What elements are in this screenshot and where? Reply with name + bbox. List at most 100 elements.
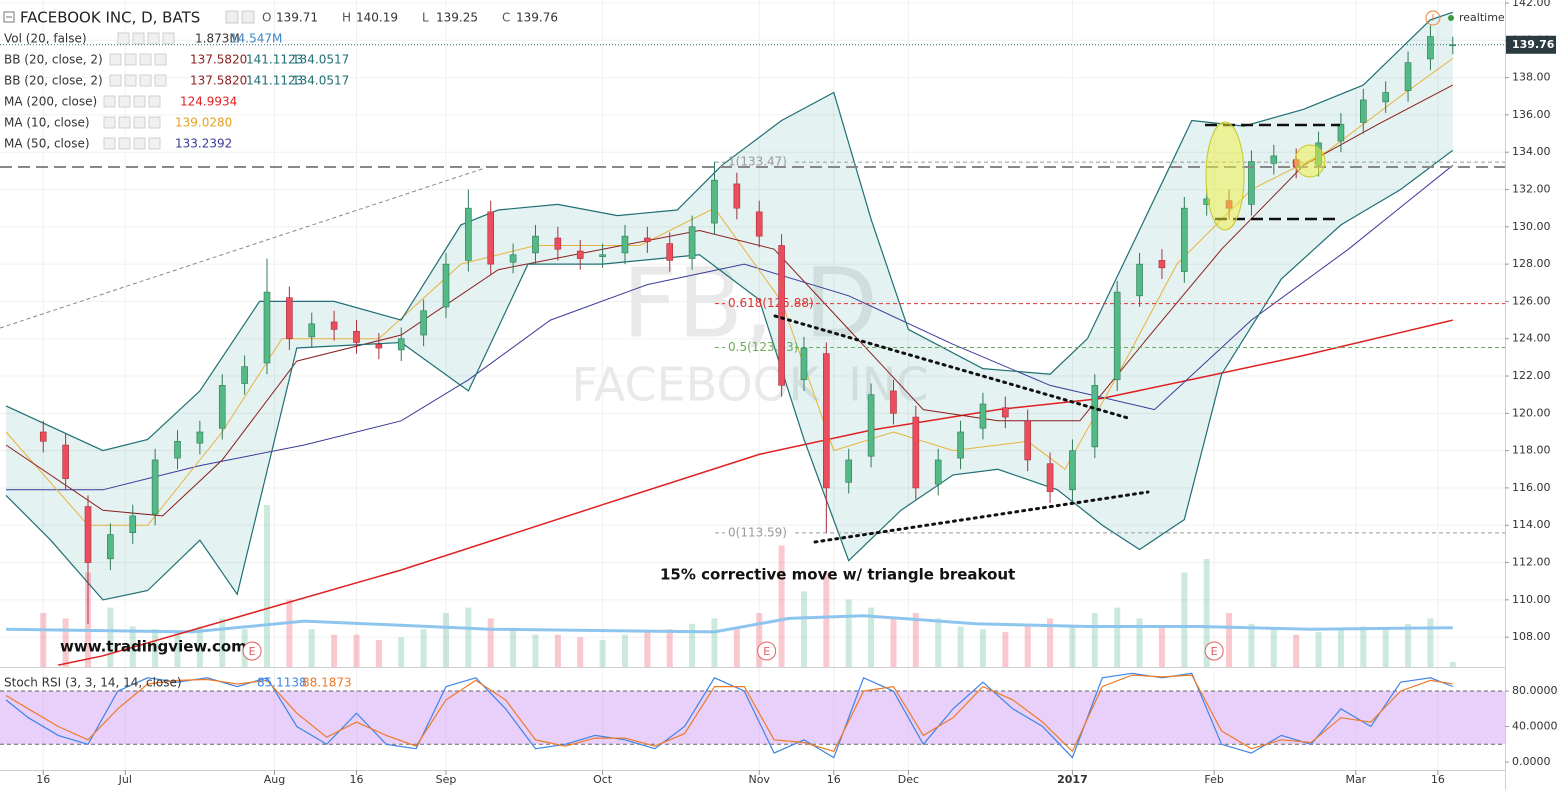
volume-bar xyxy=(1337,629,1344,667)
x-tick-label: 16 xyxy=(1431,773,1445,786)
volume-bar xyxy=(375,640,382,667)
settings-icon[interactable] xyxy=(225,10,239,24)
candle-body xyxy=(845,459,853,483)
earnings-label: E xyxy=(249,645,256,658)
candle-body xyxy=(599,254,606,257)
legend-icon xyxy=(103,137,116,150)
volume-bar xyxy=(196,626,203,667)
close-icon[interactable] xyxy=(241,10,255,24)
collapse-icon[interactable] xyxy=(3,11,15,23)
candle-body xyxy=(755,211,763,237)
legend-icon xyxy=(154,53,167,66)
symbol-title: FACEBOOK INC, D, BATS xyxy=(20,9,200,27)
candle-body xyxy=(823,353,830,489)
warning-icon[interactable] xyxy=(1425,10,1441,26)
volume-bar xyxy=(465,607,472,667)
candle-body xyxy=(353,330,360,343)
x-tick-label: Feb xyxy=(1204,773,1223,786)
candle-body xyxy=(1427,36,1434,60)
candle-body xyxy=(1136,263,1143,297)
y-tick-label: 80.0000 xyxy=(1512,684,1557,697)
legend-icon xyxy=(109,74,122,87)
x-tick-label: Jul xyxy=(118,773,132,786)
volume-bar xyxy=(420,629,427,667)
y-tick-label: 110.00 xyxy=(1512,593,1551,606)
candle-body xyxy=(554,237,562,250)
legend-icon xyxy=(154,74,167,87)
y-tick-label: 134.00 xyxy=(1512,145,1551,158)
realtime-label: realtime xyxy=(1459,11,1505,24)
x-tick-label: 16 xyxy=(827,773,841,786)
header: FACEBOOK INC, D, BATS O 139.71 H 140.19 L 139… xyxy=(3,9,558,151)
legend-value: 137.5820 xyxy=(190,53,247,67)
x-tick-label: 16 xyxy=(349,773,363,786)
volume-bar xyxy=(1248,623,1255,667)
candle-body xyxy=(1113,291,1121,381)
ohlc-value: 140.19 xyxy=(356,11,398,25)
candle-body xyxy=(129,515,137,534)
indicator-line xyxy=(6,164,1454,491)
candle-body xyxy=(286,297,293,340)
candle-body xyxy=(39,431,47,442)
indicator-line xyxy=(5,57,1454,526)
y-tick-label: 0.0000 xyxy=(1512,755,1551,768)
candle-body xyxy=(867,394,875,457)
candle-body xyxy=(576,250,584,259)
trend-line xyxy=(0,167,486,329)
x-tick-label: 16 xyxy=(36,773,50,786)
candle-body xyxy=(218,385,226,429)
volume-bar xyxy=(554,634,561,667)
volume-bar xyxy=(1158,626,1165,667)
last-price-label: 139.76 xyxy=(1512,38,1555,51)
volume-bar xyxy=(890,618,897,667)
legend-name: MA (10, close) xyxy=(4,116,90,130)
candle-body xyxy=(644,237,651,243)
volume-bar xyxy=(1002,631,1009,667)
volume-bar xyxy=(733,629,740,667)
candle-body xyxy=(1337,123,1345,142)
y-tick-label: 40.0000 xyxy=(1512,720,1557,733)
band-fill xyxy=(5,12,1453,600)
volume-bar xyxy=(331,634,338,667)
volume-bar xyxy=(1069,626,1076,667)
legend-icon xyxy=(148,137,161,150)
earnings-label: E xyxy=(763,645,770,658)
price-pane: 1(133.47) 0.618(125.88) 0.5(123.53) 0(113.5… xyxy=(5,11,1505,667)
annotation: 15% corrective move w/ triangle breakout xyxy=(660,566,1015,584)
volume-bar xyxy=(599,640,606,667)
fib-label: 0.618(125.88) xyxy=(728,296,814,310)
volume-bar xyxy=(510,629,517,667)
earnings-label: E xyxy=(1211,645,1218,658)
volume-bar xyxy=(487,618,494,667)
x-tick-label: Aug xyxy=(264,773,285,786)
candle-body xyxy=(509,254,517,263)
y-tick-label: 108.00 xyxy=(1512,630,1551,643)
legend-name: Vol (20, false) xyxy=(4,32,87,46)
ohlc-value: 139.25 xyxy=(436,11,478,25)
legend-icon xyxy=(133,116,146,129)
stoch-title: Stoch RSI (3, 3, 14, 14, close) xyxy=(4,676,182,690)
last-price-box xyxy=(1506,35,1556,54)
candle-body xyxy=(330,321,338,330)
triangle-upper xyxy=(773,314,1130,420)
volume-bar xyxy=(1047,618,1054,667)
earnings-marker xyxy=(242,641,262,661)
candle-body xyxy=(442,263,450,308)
candle-body xyxy=(1091,385,1099,448)
highlight xyxy=(1294,144,1326,178)
drawings xyxy=(0,121,1505,544)
stoch-value: 88.1873 xyxy=(302,676,352,690)
volume-bar xyxy=(219,618,226,667)
volume-bar xyxy=(1270,629,1277,667)
ohlc-value: 139.71 xyxy=(276,11,318,25)
highlight xyxy=(1205,121,1245,231)
legend-icon xyxy=(139,53,152,66)
stoch-pane: Stoch RSI (3, 3, 14, 14, close) 85.113888… xyxy=(0,672,1505,759)
volume-bar xyxy=(1024,623,1031,667)
volume-bar xyxy=(1427,618,1434,667)
candle-body xyxy=(532,235,539,254)
ohlc-key: H xyxy=(342,11,351,25)
legend-value: 14.547M xyxy=(230,32,282,46)
